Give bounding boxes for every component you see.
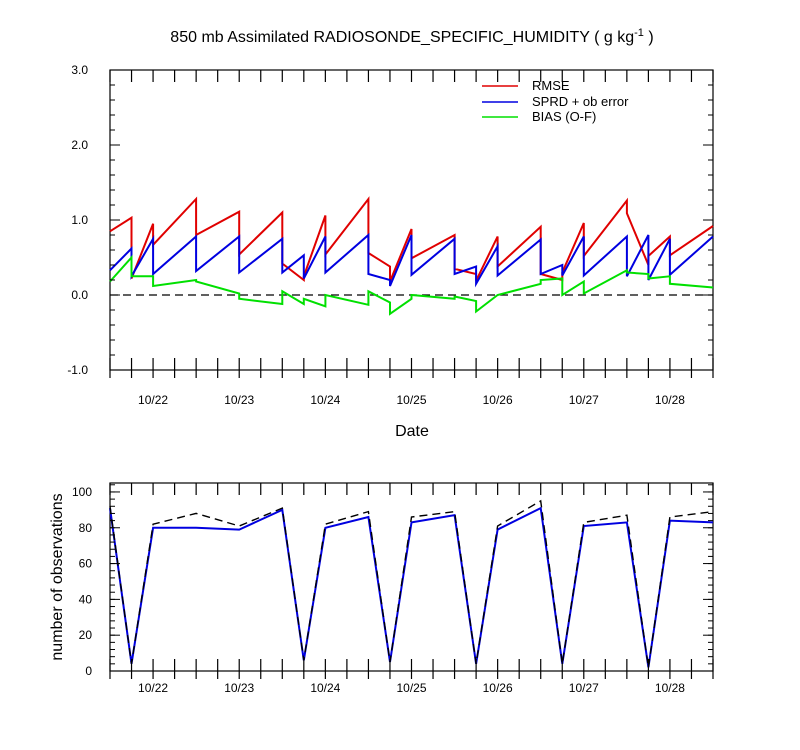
top-xtick-label: 10/28 [655, 393, 685, 407]
bottom-series-line-1 [109, 499, 714, 668]
top-xtick-label: 10/26 [483, 393, 513, 407]
top-series-line-2 [109, 254, 714, 316]
bottom-plot-frame [109, 482, 714, 672]
bottom-xtick-label: 10/23 [224, 681, 254, 695]
top-ytick-label: 1.0 [71, 213, 88, 227]
bottom-ytick-label: 80 [79, 521, 93, 535]
bottom-series-line-0 [109, 506, 714, 668]
bottom-xtick-label: 10/26 [483, 681, 513, 695]
top-xtick-label: 10/23 [224, 393, 254, 407]
bottom-y-axis-title: number of observations [49, 493, 66, 660]
top-xtick-label: 10/22 [138, 393, 168, 407]
bottom-ytick-label: 0 [85, 664, 92, 678]
top-panel: -1.0 0.0 1.0 2.0 3.0 10/22 10/23 10/24 10/25 10/… [67, 63, 714, 440]
chart-title: 850 mb Assimilated RADIOSONDE_SPECIFIC_H… [170, 27, 653, 46]
top-ytick-label: 3.0 [71, 63, 88, 77]
top-xtick-label: 10/25 [396, 393, 426, 407]
bottom-xtick-label: 10/22 [138, 681, 168, 695]
legend-label-rmse: RMSE [532, 78, 570, 93]
top-ytick-label: -1.0 [67, 363, 88, 377]
top-ytick-label: 2.0 [71, 138, 88, 152]
top-ytick-label: 0.0 [71, 288, 88, 302]
bottom-ytick-label: 60 [79, 557, 93, 571]
top-series-line-1 [109, 232, 714, 288]
legend: RMSE SPRD + ob error BIAS (O-F) [482, 78, 629, 124]
chart-title-superscript: -1 [634, 27, 644, 39]
bottom-xtick-label: 10/24 [310, 681, 340, 695]
legend-label-sprd: SPRD + ob error [532, 94, 629, 109]
bottom-ytick-label: 100 [72, 485, 92, 499]
legend-label-bias: BIAS (O-F) [532, 109, 596, 124]
top-xtick-label: 10/27 [569, 393, 599, 407]
bottom-ytick-label: 40 [79, 592, 93, 606]
bottom-xtick-label: 10/28 [655, 681, 685, 695]
bottom-panel: 0 20 40 60 80 100 10/22 10/23 10/24 10/25 10/26 10… [49, 482, 714, 695]
bottom-xtick-label: 10/25 [396, 681, 426, 695]
bottom-ytick-label: 20 [79, 628, 93, 642]
top-x-axis-title: Date [395, 423, 429, 440]
bottom-xtick-label: 10/27 [569, 681, 599, 695]
top-xtick-label: 10/24 [310, 393, 340, 407]
top-plot-frame [109, 69, 714, 371]
